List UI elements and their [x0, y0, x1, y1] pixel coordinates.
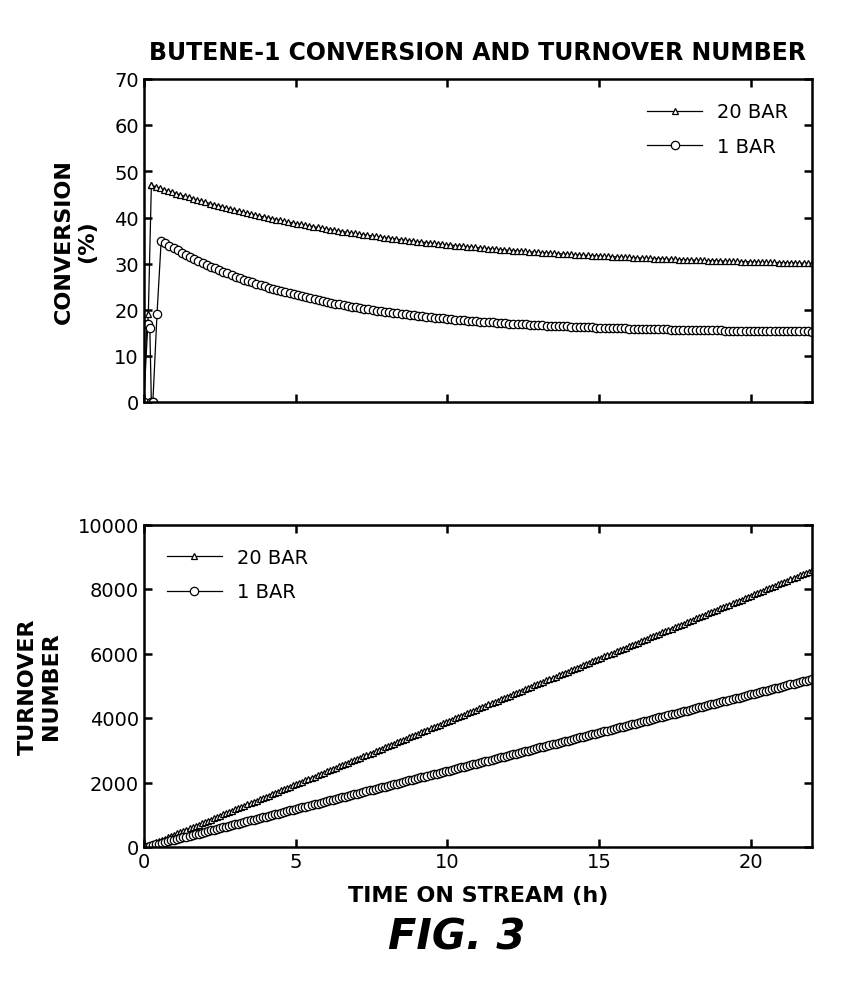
1 BAR: [806, 326, 816, 338]
20 BAR: [139, 397, 149, 409]
Title: BUTENE-1 CONVERSION AND TURNOVER NUMBER: BUTENE-1 CONVERSION AND TURNOVER NUMBER: [150, 41, 805, 66]
20 BAR: [760, 257, 771, 269]
1 BAR: [321, 796, 331, 808]
20 BAR: [495, 694, 505, 706]
1 BAR: [562, 321, 572, 333]
20 BAR: [334, 761, 344, 773]
1 BAR: [582, 322, 592, 334]
1 BAR: [495, 752, 505, 764]
Text: FIG. 3: FIG. 3: [388, 916, 525, 958]
20 BAR: [806, 258, 816, 270]
1 BAR: [334, 793, 344, 805]
1 BAR: [798, 326, 808, 338]
1 BAR: [156, 235, 166, 247]
20 BAR: [802, 257, 812, 269]
Legend: 20 BAR, 1 BAR: 20 BAR, 1 BAR: [639, 96, 796, 165]
1 BAR: [806, 673, 816, 685]
20 BAR: [806, 564, 816, 576]
Line: 20 BAR: 20 BAR: [140, 182, 815, 406]
Legend: 20 BAR, 1 BAR: 20 BAR, 1 BAR: [159, 540, 316, 609]
20 BAR: [702, 608, 712, 620]
X-axis label: TIME ON STREAM (h): TIME ON STREAM (h): [347, 885, 608, 905]
Y-axis label: CONVERSION
(%): CONVERSION (%): [54, 159, 97, 323]
20 BAR: [628, 252, 638, 264]
1 BAR: [146, 397, 156, 409]
20 BAR: [665, 253, 675, 265]
1 BAR: [139, 841, 149, 853]
20 BAR: [146, 179, 156, 191]
1 BAR: [702, 700, 712, 712]
1 BAR: [139, 397, 149, 409]
Y-axis label: TURNOVER
NUMBER: TURNOVER NUMBER: [18, 618, 61, 755]
20 BAR: [715, 255, 725, 267]
20 BAR: [724, 599, 734, 611]
Line: 1 BAR: 1 BAR: [139, 237, 815, 407]
Line: 20 BAR: 20 BAR: [140, 567, 815, 850]
1 BAR: [769, 326, 779, 338]
20 BAR: [139, 841, 149, 853]
20 BAR: [321, 766, 331, 778]
20 BAR: [736, 594, 746, 606]
1 BAR: [724, 694, 734, 706]
1 BAR: [318, 295, 328, 307]
1 BAR: [736, 691, 746, 703]
20 BAR: [324, 224, 335, 236]
Line: 1 BAR: 1 BAR: [139, 675, 815, 851]
